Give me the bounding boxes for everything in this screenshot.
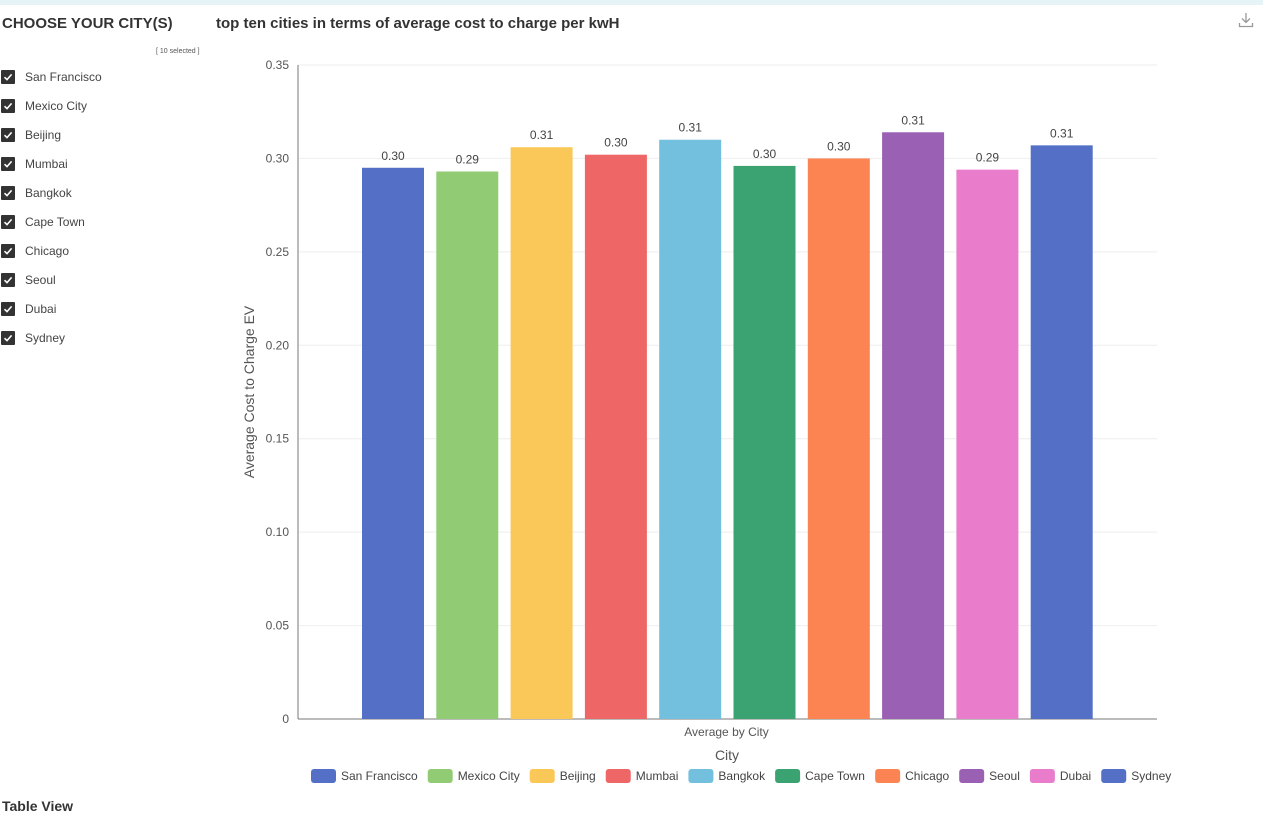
legend-swatch bbox=[688, 769, 714, 783]
legend-swatch bbox=[427, 769, 453, 783]
legend-label: Seoul bbox=[989, 769, 1020, 783]
y-tick-label: 0.35 bbox=[266, 58, 290, 72]
legend-label: San Francisco bbox=[341, 769, 418, 783]
city-option[interactable]: Seoul bbox=[0, 265, 102, 294]
bar bbox=[584, 154, 647, 720]
bar-value-label: 0.30 bbox=[381, 149, 405, 163]
chart-title: top ten cities in terms of average cost … bbox=[216, 15, 620, 32]
y-tick-label: 0.15 bbox=[266, 432, 290, 446]
city-option[interactable]: Sydney bbox=[0, 323, 102, 352]
bar-value-label: 0.29 bbox=[976, 151, 1000, 165]
bar bbox=[436, 171, 499, 720]
download-icon[interactable] bbox=[1238, 12, 1254, 33]
city-option[interactable]: Bangkok bbox=[0, 178, 102, 207]
city-option-label: Chicago bbox=[25, 243, 70, 258]
top-bar bbox=[0, 0, 1263, 5]
city-option-label: Cape Town bbox=[25, 214, 85, 229]
city-option[interactable]: Chicago bbox=[0, 236, 102, 265]
y-axis-title: Average Cost to Charge EV bbox=[241, 305, 257, 478]
y-tick-label: 0.30 bbox=[266, 151, 290, 165]
y-tick-label: 0.25 bbox=[266, 245, 290, 259]
bar-value-label: 0.31 bbox=[901, 113, 925, 127]
bar bbox=[362, 167, 424, 719]
legend-swatch bbox=[311, 769, 336, 783]
legend-label: Sydney bbox=[1131, 769, 1171, 783]
city-option[interactable]: Dubai bbox=[0, 294, 102, 323]
bar-value-label: 0.30 bbox=[827, 139, 851, 153]
checkbox-checked-icon[interactable] bbox=[1, 272, 15, 287]
selected-count: [ 10 selected ] bbox=[156, 48, 200, 55]
bar-value-label: 0.30 bbox=[753, 147, 777, 161]
legend-label: Mumbai bbox=[636, 769, 679, 783]
city-option-label: Bangkok bbox=[25, 185, 72, 200]
x-group-label: Average by City bbox=[684, 725, 769, 739]
checkbox-checked-icon[interactable] bbox=[1, 301, 15, 316]
x-axis-title: City bbox=[715, 747, 739, 763]
bar bbox=[1030, 145, 1093, 719]
bar-value-label: 0.31 bbox=[679, 121, 703, 135]
legend-label: Beijing bbox=[560, 769, 596, 783]
legend-swatch bbox=[875, 769, 901, 783]
city-option-label: San Francisco bbox=[25, 69, 102, 84]
legend-label: Chicago bbox=[905, 769, 949, 783]
checkbox-checked-icon[interactable] bbox=[1, 127, 15, 142]
checkbox-checked-icon[interactable] bbox=[1, 156, 15, 171]
y-tick-label: 0.05 bbox=[266, 619, 290, 633]
bar bbox=[882, 132, 945, 720]
city-option-label: Seoul bbox=[25, 272, 56, 287]
city-option-label: Sydney bbox=[25, 330, 66, 345]
legend-swatch bbox=[1101, 769, 1127, 783]
legend-swatch bbox=[529, 769, 555, 783]
y-tick-label: 0 bbox=[282, 712, 289, 726]
bar-value-label: 0.30 bbox=[604, 136, 628, 150]
checkbox-checked-icon[interactable] bbox=[1, 69, 15, 84]
bar bbox=[807, 158, 870, 719]
city-option-label: Mexico City bbox=[25, 98, 88, 113]
bar bbox=[733, 165, 796, 720]
bar bbox=[510, 147, 573, 719]
city-option[interactable]: San Francisco bbox=[0, 62, 102, 91]
city-option-label: Beijing bbox=[25, 127, 62, 142]
city-option[interactable]: Beijing bbox=[0, 120, 102, 149]
city-filter-list: San Francisco Mexico City Beijing Mumbai… bbox=[0, 62, 102, 352]
table-view-heading: Table View bbox=[2, 798, 74, 814]
legend-label: Dubai bbox=[1060, 769, 1091, 783]
bar-value-label: 0.29 bbox=[456, 153, 480, 167]
legend-label: Mexico City bbox=[458, 769, 520, 783]
legend-label: Bangkok bbox=[718, 769, 766, 783]
bar-value-label: 0.31 bbox=[530, 128, 554, 142]
bar bbox=[659, 139, 722, 719]
checkbox-checked-icon[interactable] bbox=[1, 185, 15, 200]
checkbox-checked-icon[interactable] bbox=[1, 214, 15, 229]
legend-swatch bbox=[775, 769, 801, 783]
city-option[interactable]: Cape Town bbox=[0, 207, 102, 236]
checkbox-checked-icon[interactable] bbox=[1, 98, 15, 113]
legend-swatch bbox=[959, 769, 985, 783]
bar bbox=[956, 169, 1019, 719]
city-option[interactable]: Mumbai bbox=[0, 149, 102, 178]
legend-swatch bbox=[605, 769, 631, 783]
filter-title: CHOOSE YOUR CITY(S) bbox=[2, 15, 173, 32]
checkbox-checked-icon[interactable] bbox=[1, 330, 15, 345]
legend-label: Cape Town bbox=[805, 769, 865, 783]
city-option-label: Mumbai bbox=[25, 156, 68, 171]
y-tick-label: 0.10 bbox=[266, 525, 290, 539]
y-tick-label: 0.20 bbox=[266, 338, 290, 352]
legend-swatch bbox=[1029, 769, 1055, 783]
bar-value-label: 0.31 bbox=[1050, 126, 1074, 140]
checkbox-checked-icon[interactable] bbox=[1, 243, 15, 258]
city-option-label: Dubai bbox=[25, 301, 57, 316]
city-option[interactable]: Mexico City bbox=[0, 91, 102, 120]
